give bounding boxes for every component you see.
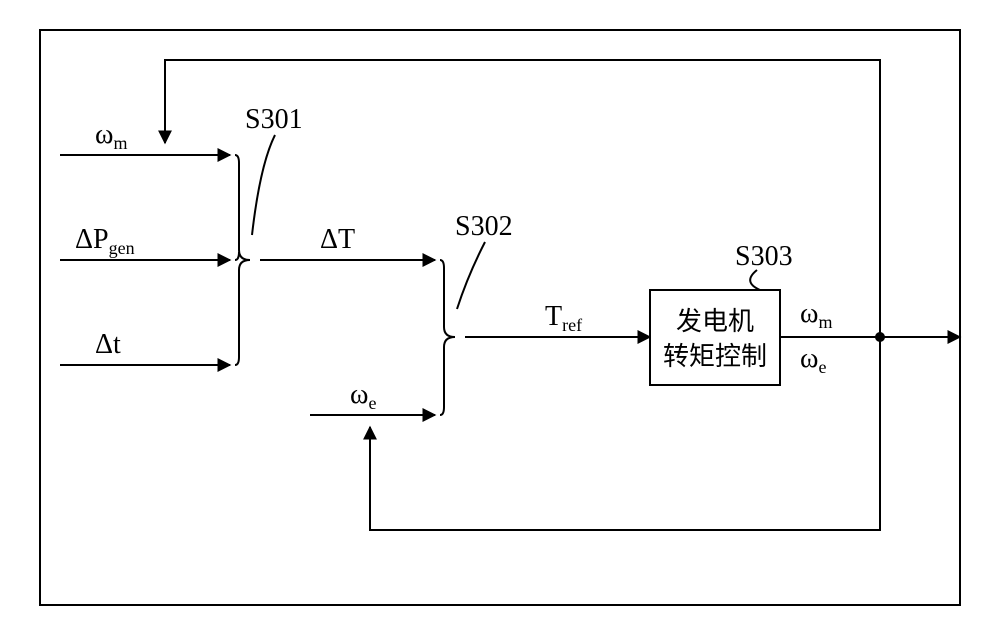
label-dT: ΔT	[320, 224, 355, 255]
label-s302: S302	[455, 211, 513, 242]
label-s301: S301	[245, 104, 303, 135]
label-omega-m-out: ωm	[800, 298, 832, 332]
label-dpgen: ΔPgen	[75, 224, 135, 258]
box-line1: 发电机	[676, 307, 754, 336]
label-s303: S303	[735, 241, 793, 272]
label-dt: Δt	[95, 329, 121, 360]
label-omega-e-out: ωe	[800, 343, 826, 377]
leader-s303	[750, 270, 760, 290]
label-tref: Tref	[545, 301, 582, 335]
box-line2: 转矩控制	[663, 342, 767, 371]
label-omega-e-in: ωe	[350, 379, 376, 413]
label-omega-m-in: ωm	[95, 119, 127, 153]
leader-s302	[457, 242, 485, 309]
leader-s301	[252, 135, 275, 235]
